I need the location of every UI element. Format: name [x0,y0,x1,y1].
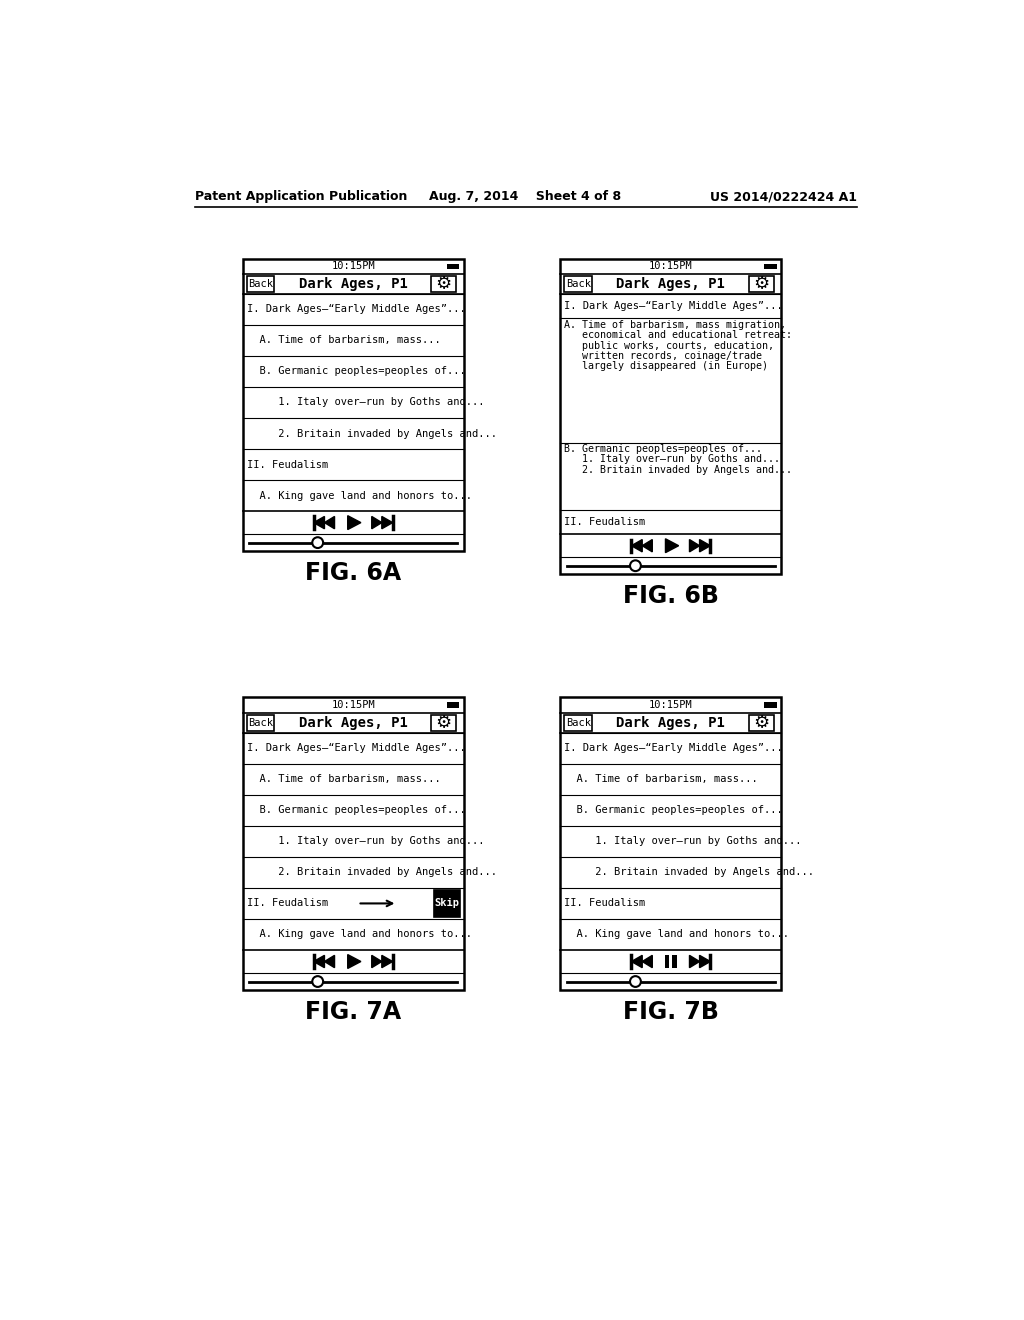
Text: A. King gave land and honors to...: A. King gave land and honors to... [564,929,790,940]
Text: Dark Ages, P1: Dark Ages, P1 [616,277,725,290]
Text: Aug. 7, 2014    Sheet 4 of 8: Aug. 7, 2014 Sheet 4 of 8 [429,190,621,203]
Bar [446,264,459,269]
Text: II. Feudalism: II. Feudalism [564,517,645,527]
Text: Dark Ages, P1: Dark Ages, P1 [299,277,408,290]
Text: US 2014/0222424 A1: US 2014/0222424 A1 [710,190,856,203]
Bar [243,259,464,552]
Text: FIG. 6B: FIG. 6B [623,583,719,607]
Text: Dark Ages, P1: Dark Ages, P1 [616,715,725,730]
Text: 2. Britain invaded by Angels and...: 2. Britain invaded by Angels and... [564,465,793,475]
Bar [764,702,776,708]
Bar [564,715,592,730]
Polygon shape [348,954,360,969]
Text: written records, coinage/trade: written records, coinage/trade [564,351,762,362]
Text: A. Time of barbarism, mass...: A. Time of barbarism, mass... [564,775,758,784]
Bar [247,276,274,292]
Text: Back: Back [566,279,591,289]
Text: Back: Back [248,279,273,289]
Circle shape [630,560,641,572]
Bar [665,954,670,969]
Text: 1. Italy over–run by Goths and...: 1. Italy over–run by Goths and... [247,837,484,846]
Text: I. Dark Ages–“Early Middle Ages”...: I. Dark Ages–“Early Middle Ages”... [247,305,465,314]
Text: Patent Application Publication: Patent Application Publication [196,190,408,203]
Text: A. King gave land and honors to...: A. King gave land and honors to... [247,491,472,500]
Bar [446,702,459,708]
Text: II. Feudalism: II. Feudalism [247,459,328,470]
Polygon shape [632,956,642,968]
Polygon shape [642,956,652,968]
Polygon shape [642,540,652,552]
Text: ⚙: ⚙ [435,275,452,293]
Text: A. King gave land and honors to...: A. King gave land and honors to... [247,929,472,940]
Polygon shape [382,516,392,529]
Text: 2. Britain invaded by Angels and...: 2. Britain invaded by Angels and... [247,867,497,878]
Polygon shape [699,540,711,552]
Text: 10:15PM: 10:15PM [331,700,375,710]
Polygon shape [382,956,392,968]
Circle shape [312,537,324,548]
Circle shape [630,977,641,987]
Bar [431,715,456,730]
Polygon shape [313,516,325,529]
Text: 10:15PM: 10:15PM [331,261,375,271]
Text: FIG. 6A: FIG. 6A [305,561,401,585]
Text: 2. Britain invaded by Angels and...: 2. Britain invaded by Angels and... [247,429,497,438]
Text: 10:15PM: 10:15PM [649,261,693,271]
Text: B. Germanic peoples=peoples of...: B. Germanic peoples=peoples of... [564,444,762,454]
Text: 1. Italy over–run by Goths and...: 1. Italy over–run by Goths and... [564,837,802,846]
Text: A. Time of barbarism, mass...: A. Time of barbarism, mass... [247,775,440,784]
Text: Skip: Skip [435,899,460,908]
Bar [560,259,781,574]
Text: I. Dark Ages–“Early Middle Ages”...: I. Dark Ages–“Early Middle Ages”... [564,743,783,754]
Bar [247,715,274,730]
Bar [560,697,781,990]
Text: Back: Back [566,718,591,727]
Text: I. Dark Ages–“Early Middle Ages”...: I. Dark Ages–“Early Middle Ages”... [564,301,783,312]
Text: 10:15PM: 10:15PM [649,700,693,710]
Bar [749,276,773,292]
Text: B. Germanic peoples=peoples of...: B. Germanic peoples=peoples of... [247,367,465,376]
Bar [673,954,677,969]
Circle shape [312,977,324,987]
Polygon shape [372,956,382,968]
Bar [764,264,776,269]
Polygon shape [632,540,642,552]
Text: B. Germanic peoples=peoples of...: B. Germanic peoples=peoples of... [564,805,783,816]
Bar [243,697,464,990]
Bar [434,890,461,917]
Text: economical and educational retreat:: economical and educational retreat: [564,330,793,341]
Text: A. Time of barbarism, mass migration,: A. Time of barbarism, mass migration, [564,319,786,330]
Bar [431,276,456,292]
Text: 1. Italy over–run by Goths and...: 1. Italy over–run by Goths and... [247,397,484,408]
Text: Back: Back [248,718,273,727]
Text: public works, courts, education,: public works, courts, education, [564,341,774,351]
Text: Dark Ages, P1: Dark Ages, P1 [299,715,408,730]
Polygon shape [348,516,360,529]
Polygon shape [689,540,699,552]
Text: A. Time of barbarism, mass...: A. Time of barbarism, mass... [247,335,440,346]
Polygon shape [699,956,711,968]
Polygon shape [689,956,699,968]
Polygon shape [325,956,335,968]
Polygon shape [666,539,679,553]
Text: ⚙: ⚙ [753,275,769,293]
Polygon shape [325,516,335,529]
Text: I. Dark Ages–“Early Middle Ages”...: I. Dark Ages–“Early Middle Ages”... [247,743,465,754]
Text: 1. Italy over–run by Goths and...: 1. Italy over–run by Goths and... [564,454,780,465]
Bar [564,276,592,292]
Text: ⚙: ⚙ [753,714,769,731]
Text: FIG. 7A: FIG. 7A [305,999,401,1023]
Text: II. Feudalism: II. Feudalism [564,899,645,908]
Text: II. Feudalism: II. Feudalism [247,899,328,908]
Text: largely disappeared (in Europe): largely disappeared (in Europe) [564,362,768,371]
Text: 2. Britain invaded by Angels and...: 2. Britain invaded by Angels and... [564,867,814,878]
Polygon shape [313,956,325,968]
Text: B. Germanic peoples=peoples of...: B. Germanic peoples=peoples of... [247,805,465,816]
Bar [749,715,773,730]
Text: FIG. 7B: FIG. 7B [623,999,719,1023]
Polygon shape [372,516,382,529]
Text: ⚙: ⚙ [435,714,452,731]
